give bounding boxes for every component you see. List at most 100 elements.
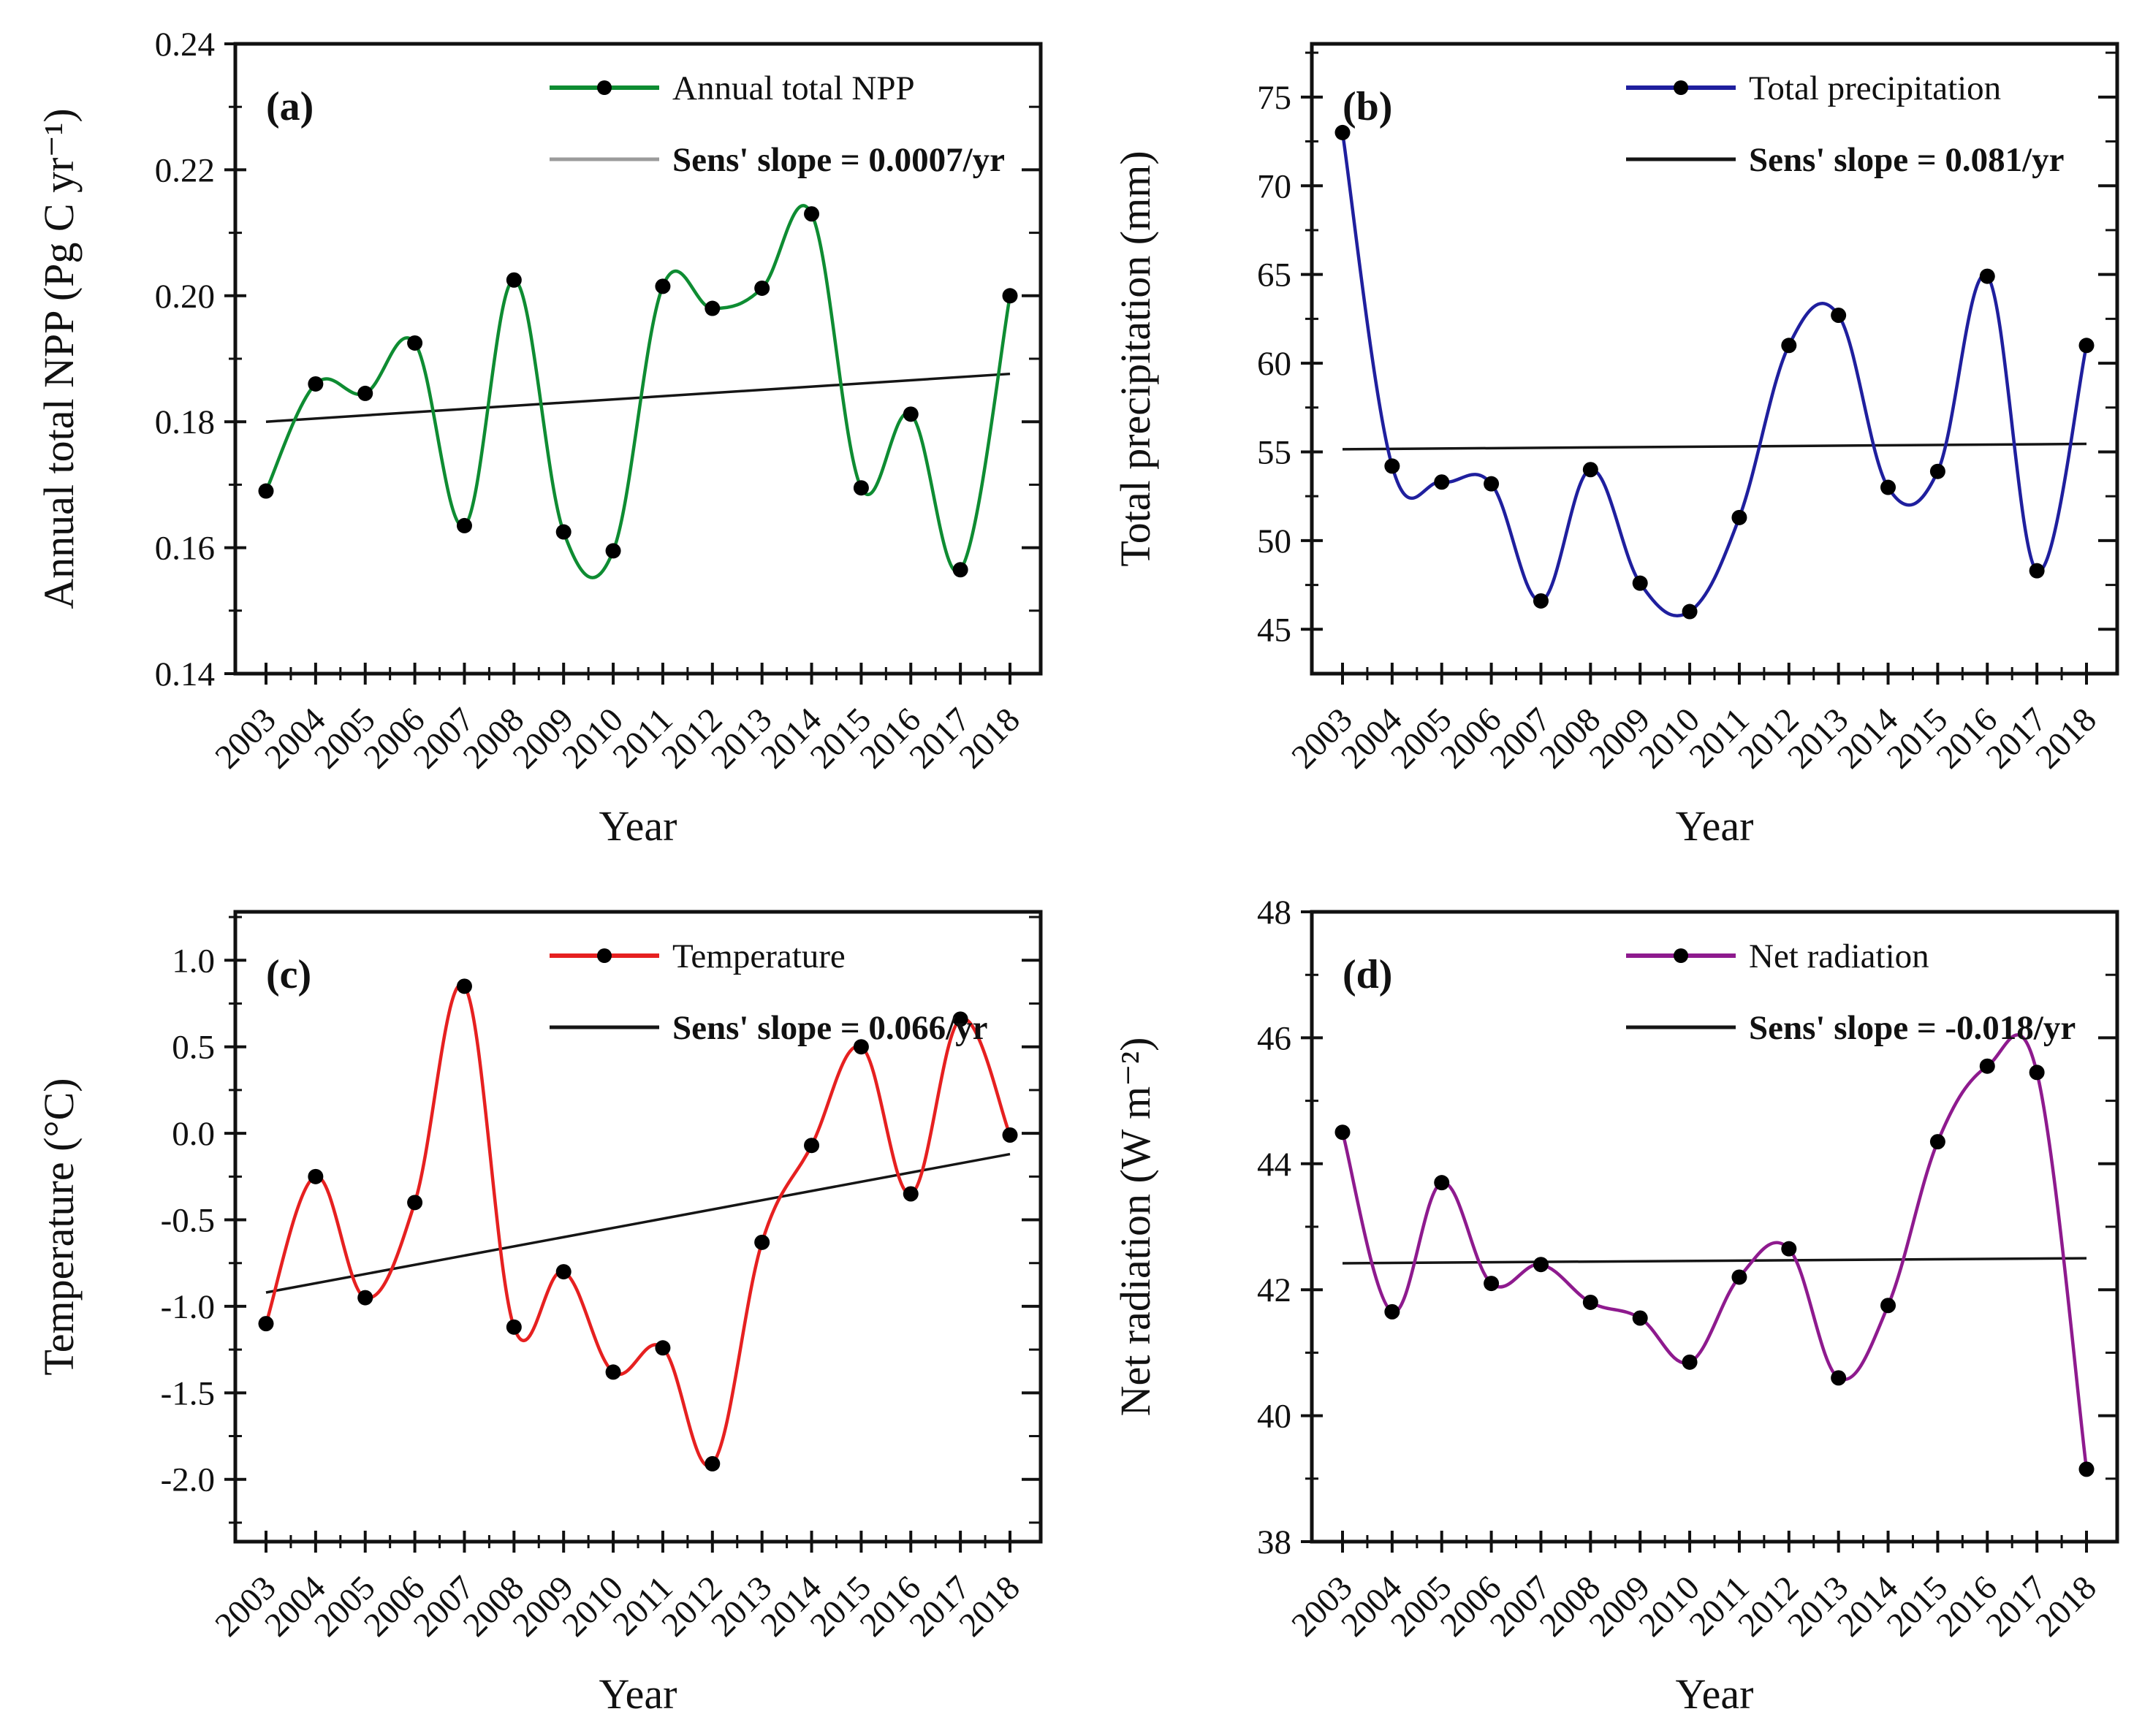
data-point-marker (1484, 1276, 1500, 1292)
data-point-marker (1781, 338, 1797, 354)
plot-frame (233, 910, 1043, 1544)
data-point-marker (1434, 1175, 1450, 1191)
data-point-marker (2078, 338, 2095, 354)
y-tick-label: 0.14 (155, 655, 215, 693)
legend: Annual total NPP Sens' slope = 0.0007/yr (550, 69, 1005, 179)
data-point-marker (2029, 563, 2045, 579)
legend-series-marker (1674, 948, 1688, 963)
y-tick-label: -2.0 (161, 1461, 215, 1499)
y-tick-label: -1.5 (161, 1374, 215, 1412)
legend-sens-label: Sens' slope = 0.081/yr (1749, 141, 2065, 179)
x-axis-title: Year (1676, 802, 1754, 850)
series-spline-line (1340, 1033, 2089, 1470)
data-point-marker (1384, 1303, 1400, 1320)
data-point-marker (1334, 124, 1351, 140)
axes: 3840424446482003200420052006200720082009… (1257, 894, 2117, 1644)
y-tick-label: -0.5 (161, 1202, 215, 1240)
chart-svg-total-precipitation: 4550556065707520032004200520062007200820… (1112, 42, 2119, 850)
series-spline-line (264, 982, 1012, 1468)
data-point-marker (258, 1316, 274, 1332)
data-point-marker (705, 1455, 721, 1472)
data-point-marker (456, 517, 472, 533)
y-tick-label: 0.0 (172, 1115, 215, 1153)
y-tick-label: 70 (1257, 167, 1291, 205)
data-point-marker (1632, 1310, 1648, 1326)
data-point-markers (258, 978, 1018, 1472)
x-axis-title: Year (1676, 1670, 1754, 1718)
y-tick-label: 45 (1257, 611, 1291, 649)
legend-sens-label: Sens' slope = 0.066/yr (672, 1009, 988, 1047)
data-point-markers (1334, 124, 2095, 620)
y-tick-label: 0.16 (155, 530, 215, 568)
data-point-marker (605, 1364, 621, 1380)
y-tick-label: 50 (1257, 522, 1291, 560)
legend-series-label: Total precipitation (1749, 69, 2001, 107)
data-point-marker (1533, 1257, 1549, 1273)
legend: Temperature Sens' slope = 0.066/yr (550, 937, 988, 1047)
legend-series-marker (597, 80, 612, 95)
data-point-marker (555, 1264, 572, 1280)
x-tick-label: 2018 (2029, 1569, 2104, 1644)
data-point-marker (555, 524, 572, 540)
data-point-marker (506, 272, 522, 288)
y-tick-label: 0.5 (172, 1029, 215, 1067)
legend-series-label: Temperature (672, 937, 846, 975)
data-point-marker (952, 1011, 968, 1027)
chart-panel-a: 0.14 0.16 0.18 0.20 0.22 0.24 2003 2004 2005 2006… (0, 0, 1076, 868)
data-point-marker (903, 406, 919, 422)
chart-panel-c: -2.0 -1.5 -1.0 -0.5 0.0 0.5 1.0 2003 2004 2005 200… (0, 868, 1076, 1736)
data-point-marker (903, 1186, 919, 1202)
y-tick-label: 60 (1257, 345, 1291, 383)
data-point-marker (1582, 462, 1598, 478)
legend-series-label: Annual total NPP (672, 69, 915, 107)
data-point-marker (754, 280, 770, 296)
data-point-marker (655, 278, 671, 294)
y-axis-title: Temperature (°C) (35, 1078, 83, 1375)
data-point-marker (2078, 1461, 2095, 1477)
plot-frame (233, 42, 1043, 676)
data-point-marker (853, 480, 869, 496)
data-point-marker (1682, 604, 1698, 620)
data-point-marker (1434, 474, 1450, 490)
data-point-marker (1384, 458, 1400, 474)
sens-slope-trend-line (1342, 1257, 2087, 1265)
y-tick-label: 38 (1257, 1523, 1291, 1561)
data-point-marker (1731, 1269, 1747, 1285)
data-point-marker (308, 376, 324, 392)
x-tick-label: 2018 (952, 1569, 1028, 1644)
data-point-marker (705, 300, 721, 316)
data-point-marker (357, 1290, 373, 1306)
x-tick-label: 2018 (952, 701, 1028, 776)
data-point-markers (1334, 1058, 2095, 1477)
y-tick-label: 40 (1257, 1398, 1291, 1436)
y-tick-label: 44 (1257, 1146, 1291, 1184)
data-point-marker (1731, 509, 1747, 525)
legend-series-marker (1674, 80, 1688, 95)
data-point-marker (506, 1319, 522, 1335)
data-point-marker (1831, 308, 1847, 324)
panel-label: (d) (1343, 952, 1392, 997)
sens-slope-trend-line (265, 372, 1011, 423)
data-point-marker (1880, 479, 1896, 495)
y-tick-label: 42 (1257, 1271, 1291, 1309)
chart-svg-net-radiation: 3840424446482003200420052006200720082009… (1112, 894, 2119, 1718)
data-point-marker (1781, 1241, 1797, 1257)
x-axis-title: Year (599, 1670, 677, 1718)
data-point-marker (605, 543, 621, 559)
data-point-marker (1334, 1124, 1351, 1141)
y-axis-title: Annual total NPP (Pg C yr⁻¹) (35, 108, 83, 609)
y-tick-label: 55 (1257, 433, 1291, 471)
data-point-marker (1929, 463, 1945, 479)
chart-panel-d: 38 40 42 44 46 48 2003 2004 2005 2006 2007 2008 2009… (1076, 868, 2153, 1736)
data-point-marker (258, 483, 274, 499)
y-tick-label: 0.24 (155, 26, 215, 64)
legend-sens-label: Sens' slope = 0.0007/yr (672, 141, 1005, 179)
data-point-marker (1632, 575, 1648, 591)
y-tick-label: 48 (1257, 894, 1291, 932)
data-point-marker (1831, 1370, 1847, 1386)
data-point-marker (754, 1234, 770, 1250)
chart-svg-annual-total-npp: 0.140.160.180.200.220.242003200420052006… (35, 26, 1043, 850)
y-axis-title: Net radiation (W m⁻²) (1112, 1038, 1159, 1417)
legend: Total precipitation Sens' slope = 0.081/y… (1626, 69, 2065, 179)
data-point-marker (407, 1195, 423, 1211)
